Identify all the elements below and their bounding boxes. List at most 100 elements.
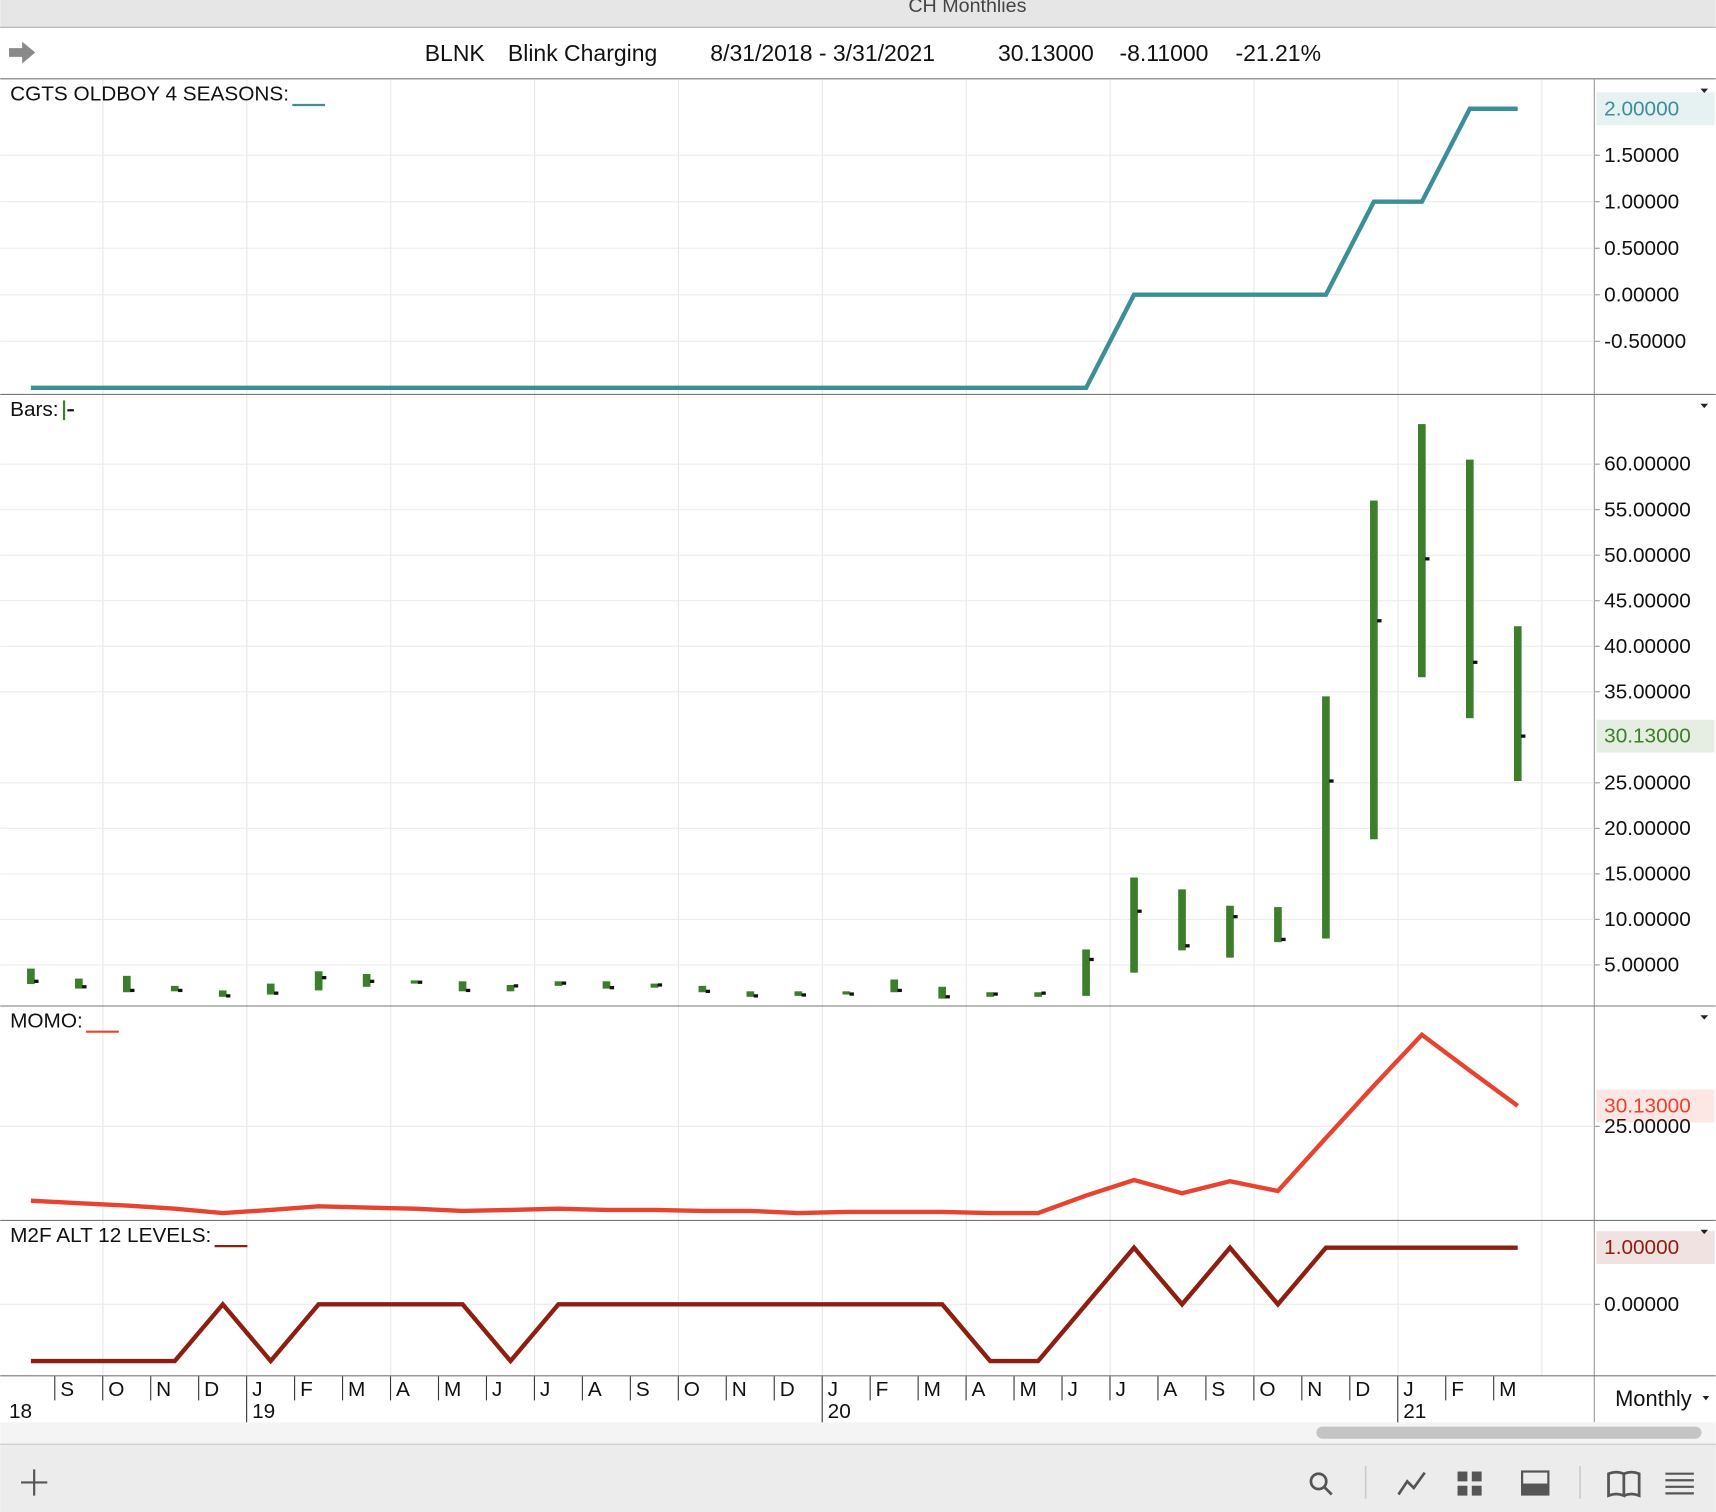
y-tick-label: -0.50000 xyxy=(1604,330,1686,353)
price-bar xyxy=(890,979,899,993)
last-value-label: 1.00000 xyxy=(1604,1236,1679,1259)
x-tick-label: A xyxy=(972,1378,986,1401)
price-bar xyxy=(1130,877,1138,973)
price-bar xyxy=(1370,500,1378,840)
x-tick-label: J xyxy=(828,1378,838,1401)
year-label: 21 xyxy=(1403,1400,1426,1423)
x-tick-label: F xyxy=(300,1378,313,1401)
year-label: 20 xyxy=(828,1400,851,1423)
percent-change: -21.21% xyxy=(1235,40,1321,66)
price-bar xyxy=(1178,889,1186,951)
price-bar xyxy=(1465,459,1474,719)
x-tick-label: N xyxy=(156,1378,171,1401)
chart-style-button[interactable] xyxy=(1397,1471,1426,1496)
close-tick xyxy=(609,986,615,990)
close-tick xyxy=(465,988,471,993)
close-tick xyxy=(34,979,39,983)
close-tick xyxy=(1377,619,1382,623)
close-tick xyxy=(753,994,759,998)
price-bar xyxy=(602,981,611,989)
year-label: 18 xyxy=(9,1400,32,1423)
close-tick xyxy=(1185,944,1190,948)
y-tick-label: 40.00000 xyxy=(1604,635,1691,658)
y-tick-label: 25.00000 xyxy=(1604,1115,1691,1138)
last-price: 30.13000 xyxy=(998,40,1094,66)
menu-button[interactable] xyxy=(1665,1472,1694,1495)
price-bar xyxy=(1322,696,1330,939)
price-bar xyxy=(218,990,227,997)
x-tick-label: A xyxy=(396,1378,410,1401)
price-bar xyxy=(938,986,947,999)
close-tick xyxy=(657,983,663,987)
x-tick-label: J xyxy=(1115,1378,1125,1401)
close-tick xyxy=(1425,557,1430,561)
y-tick-label: 15.00000 xyxy=(1604,862,1691,885)
price-bar xyxy=(1226,905,1234,958)
close-tick xyxy=(1521,734,1526,738)
last-value-label: 30.13000 xyxy=(1604,1095,1691,1118)
period-box[interactable] xyxy=(1595,1376,1716,1423)
y-tick-label: 50.00000 xyxy=(1604,544,1691,567)
price-bar xyxy=(122,975,131,993)
scroll-thumb[interactable] xyxy=(1316,1426,1702,1439)
close-tick xyxy=(1281,937,1286,942)
price-bar xyxy=(698,985,707,993)
close-tick xyxy=(1233,915,1238,919)
price-bar xyxy=(1034,992,1042,997)
price-bar xyxy=(266,983,275,995)
x-tick-label: J xyxy=(1403,1378,1413,1401)
pane-title: CGTS OLDBOY 4 SEASONS: xyxy=(10,83,289,106)
close-tick xyxy=(993,992,998,996)
panel-fill xyxy=(1522,1483,1549,1495)
indicator-line xyxy=(30,106,1518,391)
add-button[interactable] xyxy=(21,1469,48,1496)
year-label: 19 xyxy=(252,1400,275,1423)
y-tick-label: 0.00000 xyxy=(1604,283,1679,306)
price-bar xyxy=(458,981,467,992)
price-bar xyxy=(1274,907,1282,943)
y-tick-label: 35.00000 xyxy=(1604,680,1691,703)
close-tick xyxy=(897,988,902,993)
book-button[interactable] xyxy=(1607,1470,1641,1498)
close-tick xyxy=(561,981,567,985)
x-tick-label: A xyxy=(588,1378,602,1401)
x-tick-label: M xyxy=(1020,1378,1037,1401)
price-bar xyxy=(1513,626,1522,782)
last-value-box xyxy=(1596,1089,1715,1123)
pane: 1.50000 1.00000 0.50000 0.00000 -0.50000 2.00… xyxy=(0,79,1716,395)
dropdown-arrow[interactable] xyxy=(1702,1396,1710,1401)
close-tick xyxy=(513,984,519,988)
y-tick-label: 55.00000 xyxy=(1604,498,1691,521)
y-tick-label: 0.00000 xyxy=(1604,1293,1679,1316)
x-tick-label: M xyxy=(444,1378,461,1401)
x-tick-label: M xyxy=(924,1378,941,1401)
close-tick xyxy=(82,985,87,989)
nav-arrow[interactable] xyxy=(9,41,36,64)
pane-menu-arrow xyxy=(1700,88,1709,93)
close-tick xyxy=(1329,779,1334,783)
close-tick xyxy=(369,979,375,983)
date-range: 8/31/2018 - 3/31/2021 xyxy=(710,40,935,66)
last-value-label: 2.00000 xyxy=(1604,97,1679,120)
x-tick-label: J xyxy=(252,1378,262,1401)
period[interactable]: Monthly xyxy=(1615,1386,1692,1411)
layout-cell xyxy=(1457,1485,1468,1496)
search-button[interactable] xyxy=(1309,1472,1328,1491)
close-tick xyxy=(705,989,711,993)
price-bar xyxy=(986,992,994,997)
x-tick-label: O xyxy=(684,1378,700,1401)
close-tick xyxy=(801,993,806,997)
close-tick xyxy=(273,991,279,995)
close-tick xyxy=(945,995,950,999)
price-bar xyxy=(554,981,563,986)
scrollbar xyxy=(0,1422,1716,1445)
x-tick-label: D xyxy=(204,1378,219,1401)
last-value-box xyxy=(1596,92,1715,126)
close-tick xyxy=(130,988,135,993)
price-change: -8.11000 xyxy=(1119,40,1208,66)
x-tick-label: F xyxy=(876,1378,889,1401)
layout-button[interactable] xyxy=(1457,1471,1468,1482)
company-name: Blink Charging xyxy=(508,40,657,66)
